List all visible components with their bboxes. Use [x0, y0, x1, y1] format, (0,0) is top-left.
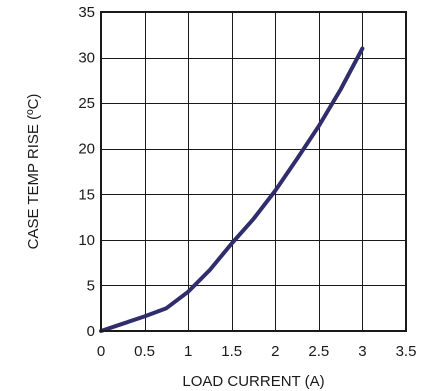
- y-tick-label: 5: [87, 277, 95, 294]
- y-tick-label: 30: [78, 50, 95, 67]
- x-tick-label: 2.5: [308, 343, 329, 360]
- y-axis-ticks: 0 5 10 15 20 25 30 35: [78, 4, 95, 340]
- x-tick-label: 3.5: [396, 343, 417, 360]
- y-tick-label: 35: [78, 4, 95, 21]
- x-axis-title: LOAD CURRENT (A): [182, 373, 324, 390]
- plot-frame: [100, 11, 407, 332]
- x-axis-ticks: 0 0.5 1 1.5 2 2.5 3 3.5: [97, 343, 417, 360]
- grid: [101, 12, 406, 331]
- y-tick-label: 10: [78, 232, 95, 249]
- x-tick-label: 2: [271, 343, 279, 360]
- series-line-0: [99, 46, 365, 333]
- x-tick-label: 0.5: [134, 343, 155, 360]
- y-tick-label: 0: [87, 323, 95, 340]
- y-tick-label: 20: [78, 141, 95, 158]
- x-tick-label: 3: [358, 343, 366, 360]
- x-tick-label: 1: [184, 343, 192, 360]
- x-tick-label: 0: [97, 343, 105, 360]
- y-tick-label: 15: [78, 186, 95, 203]
- y-axis-title: CASE TEMP RISE (ºC): [25, 94, 42, 250]
- series-layer: [99, 46, 365, 333]
- y-tick-label: 25: [78, 95, 95, 112]
- x-tick-label: 1.5: [221, 343, 242, 360]
